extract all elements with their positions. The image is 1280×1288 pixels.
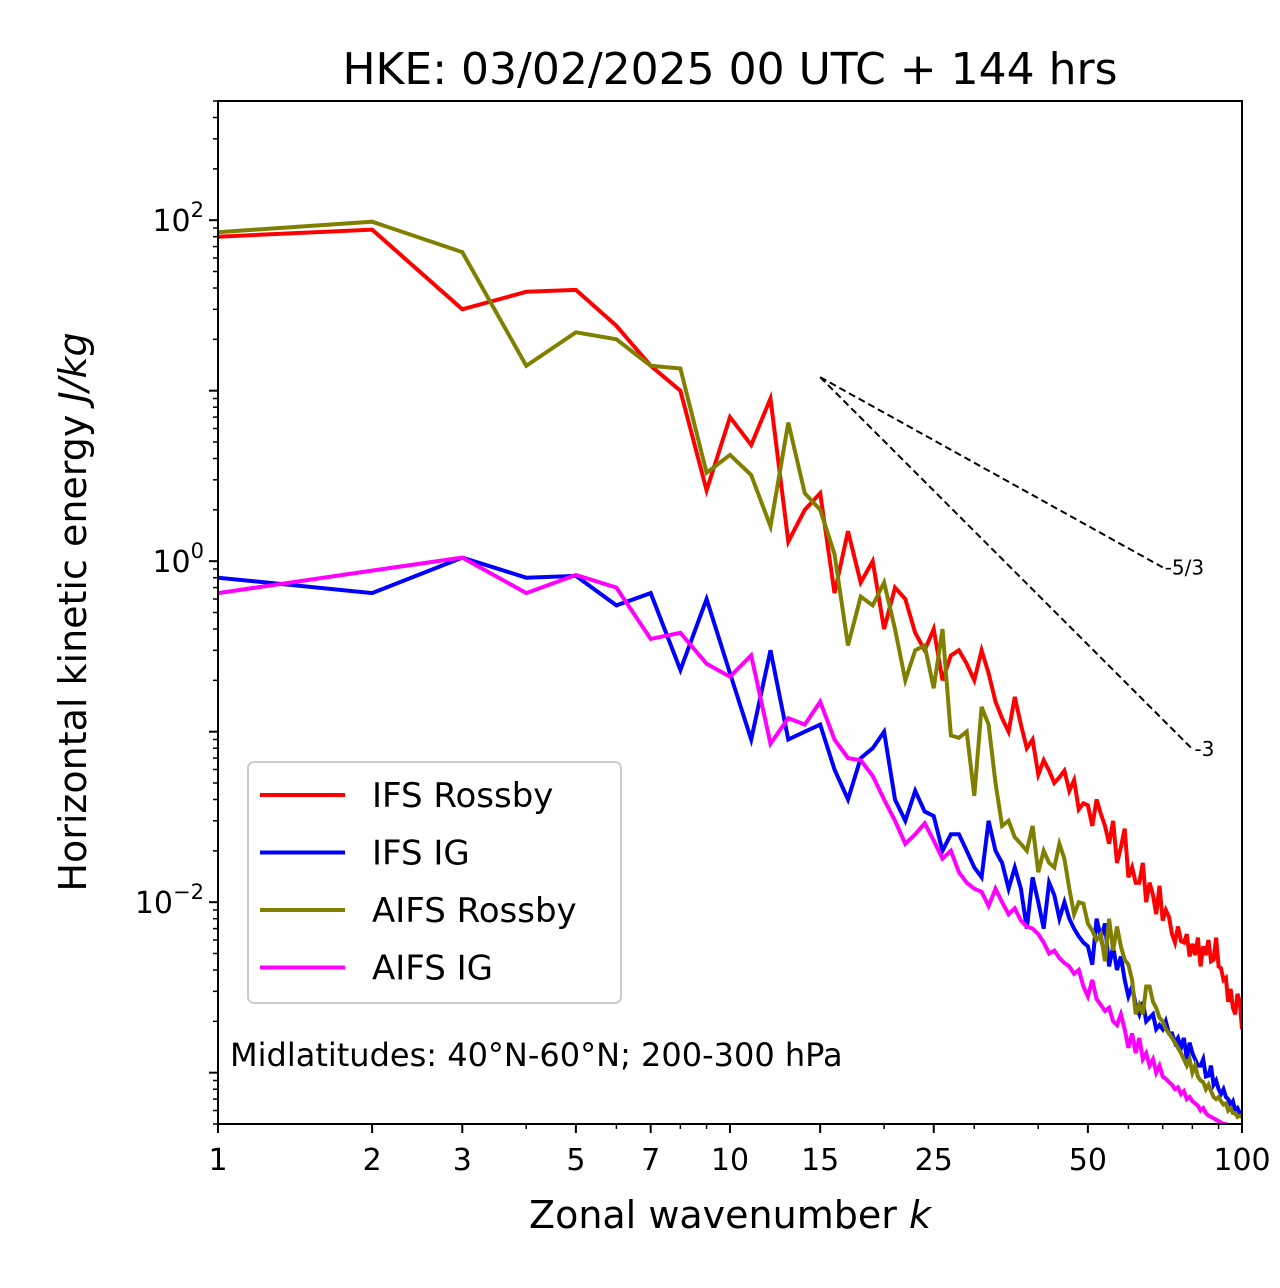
legend-box: [247, 761, 622, 1004]
y-axis-title: Horizontal kinetic energy J/kg: [51, 332, 95, 891]
legend-label-ifs-ig: IFS IG: [372, 834, 470, 874]
x-tick-label: 100: [1213, 1143, 1270, 1178]
x-axis-title: Zonal wavenumber k: [529, 1193, 933, 1237]
chart-title: HKE: 03/02/2025 00 UTC + 144 hrs: [342, 44, 1117, 95]
x-tick-label: 50: [1069, 1143, 1107, 1178]
x-tick-label: 5: [566, 1143, 585, 1178]
region-annotation: Midlatitudes: 40°N-60°N; 200-300 hPa: [230, 1036, 843, 1074]
x-axis-title-var: k: [909, 1193, 933, 1237]
y-axis: 10−2 100 102: [135, 100, 218, 1125]
x-axis: 1 2 3 5 7 10 15 25 50 100: [208, 1124, 1271, 1178]
reference-slope-label-2: -3: [1194, 737, 1214, 761]
y-tick-label: 100: [152, 539, 204, 580]
y-axis-title-unit: J/kg: [51, 332, 95, 409]
x-axis-title-text: Zonal wavenumber: [529, 1193, 897, 1237]
x-tick-label: 25: [915, 1143, 953, 1178]
series-line-aifs-ig: [218, 555, 1232, 1124]
series-layer: [218, 219, 1242, 1124]
series-line-ifs-ig: [218, 555, 1242, 1118]
x-tick-label: 2: [363, 1143, 382, 1178]
reference-slope-label-1: -5/3: [1165, 555, 1204, 579]
legend-label-aifs-ig: AIFS IG: [372, 949, 493, 989]
y-tick-label: 10−2: [135, 880, 204, 921]
y-tick-label: 102: [152, 198, 204, 239]
x-tick-label: 1: [208, 1143, 227, 1178]
series-line-aifs-rossby: [218, 219, 1242, 1120]
legend: IFS Rossby IFS IG AIFS Rossby AIFS IG: [247, 761, 622, 1004]
legend-label-ifs-rossby: IFS Rossby: [372, 776, 553, 816]
x-tick-label: 10: [711, 1143, 749, 1178]
x-tick-label: 3: [453, 1143, 472, 1178]
y-axis-title-text: Horizontal kinetic energy: [51, 415, 95, 892]
x-tick-label: 7: [641, 1143, 660, 1178]
legend-label-aifs-rossby: AIFS Rossby: [372, 891, 577, 931]
x-tick-label: 15: [801, 1143, 839, 1178]
series-line-ifs-rossby: [218, 227, 1242, 1030]
